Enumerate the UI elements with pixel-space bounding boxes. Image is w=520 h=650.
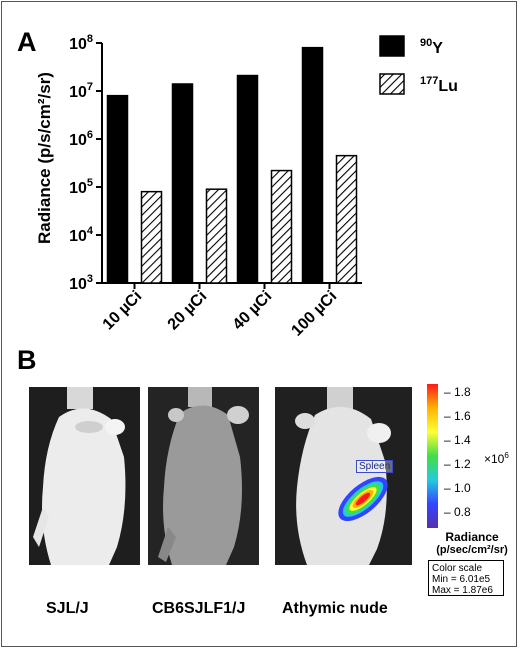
radiance-colorbar [427, 384, 438, 528]
x-tick-label: 100 µCi [288, 288, 340, 340]
strain-label-cb6sjlf1: CB6SJLF1/J [152, 600, 246, 617]
colorbar-tick-label: – 1.6 [444, 409, 471, 423]
colorbar-title: Radiance [445, 530, 499, 544]
y-axis-title: Radiance (p/s/cm²/sr) [35, 72, 54, 244]
color-scale-min: Min = 6.01e5 [432, 574, 491, 585]
bar-y90-3 [301, 46, 324, 284]
color-scale-max: Max = 1.87e6 [432, 585, 493, 596]
bar-y90-2 [236, 74, 259, 284]
strain-label-athymic-nude: Athymic nude [282, 600, 388, 617]
bar-y90-0 [106, 94, 129, 284]
strain-label-sjl: SJL/J [46, 600, 89, 617]
legend-label-1: 177Lu [420, 75, 458, 95]
y-tick-label: 106 [69, 129, 93, 149]
colorbar-tick-label: – 1.4 [444, 433, 471, 447]
radiance-bar-chart: 103 104 105 106 107 108 10 µCi 20 µCi 40 µCi 100… [35, 33, 458, 340]
colorbar-tick-label: – 1.8 [444, 385, 471, 399]
colorbar-tick-label: – 1.0 [444, 481, 471, 495]
legend-label-0: 90Y [420, 37, 443, 57]
y-tick-label: 107 [69, 81, 93, 101]
x-tick-label: 40 µCi [230, 288, 276, 334]
colorbar-tick-label: – 1.2 [444, 457, 471, 471]
mouse-photo-cb6sjlf1 [148, 387, 259, 565]
color-scale-box: Color scale Min = 6.01e5 Max = 1.87e6 [428, 560, 504, 596]
y-tick-label: 104 [69, 225, 94, 245]
bar-lu177-0 [140, 190, 163, 284]
spleen-label: Spleen [356, 460, 394, 473]
color-scale-title: Color scale [432, 563, 483, 574]
bar-lu177-3 [335, 154, 358, 284]
legend-swatch-1 [379, 73, 405, 95]
y-tick-label: 108 [69, 33, 93, 53]
panel-b-label: B [17, 345, 37, 375]
legend-swatch-0 [379, 35, 405, 57]
panel-a-label: A [17, 27, 37, 57]
y-tick-label: 103 [69, 273, 93, 293]
colorbar-tick-label: – 0.8 [444, 505, 471, 519]
bar-lu177-1 [205, 188, 228, 284]
colorbar-unit: (p/sec/cm²/sr) [436, 544, 508, 556]
y-tick-label: 105 [69, 177, 93, 197]
mouse-photo-athymic-nude [275, 387, 412, 565]
mouse-photo-sjl [29, 387, 140, 565]
bar-y90-1 [171, 83, 194, 284]
x-tick-label: 20 µCi [165, 288, 211, 334]
bar-lu177-2 [270, 169, 293, 284]
x-tick-label: 10 µCi [100, 288, 146, 334]
colorbar-multiplier: ×106 [484, 451, 509, 466]
